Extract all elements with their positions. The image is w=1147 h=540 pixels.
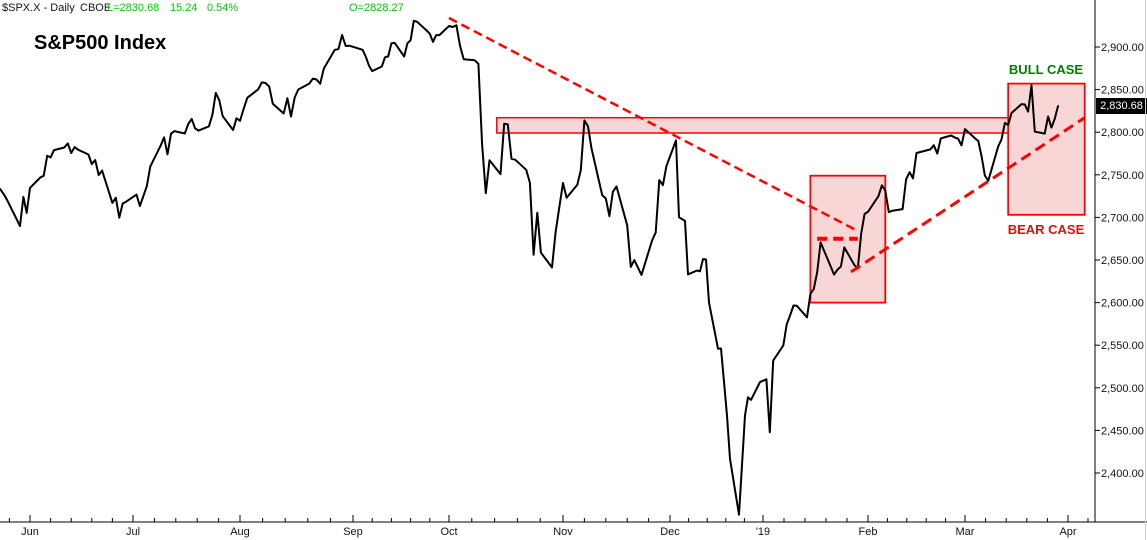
month-label: Jul <box>126 526 140 538</box>
month-label: Aug <box>230 526 250 538</box>
window-right-border <box>1145 0 1146 540</box>
month-label: Dec <box>660 526 680 538</box>
change-label: 15.24 <box>170 2 198 14</box>
bull-case-label: BULL CASE <box>1008 62 1084 77</box>
month-label: Oct <box>440 526 457 538</box>
up-trendline <box>850 116 1086 274</box>
bear-case-label: BEAR CASE <box>1007 222 1085 237</box>
month-label: Jun <box>21 526 39 538</box>
price-label: 2,400.00 <box>1101 468 1144 480</box>
price-label: 2,600.00 <box>1101 298 1144 310</box>
price-label: 2,700.00 <box>1101 212 1144 224</box>
price-label: 2,500.00 <box>1101 383 1144 395</box>
bull-bear-scenario-box <box>1007 82 1086 216</box>
month-label: Nov <box>553 526 573 538</box>
month-label: Feb <box>859 526 878 538</box>
price-label: 2,800.00 <box>1101 127 1144 139</box>
last-price-label: L=2830.68 <box>107 2 160 14</box>
last-price-badge: 2,830.68 <box>1096 98 1147 114</box>
price-label: 2,550.00 <box>1101 340 1144 352</box>
month-label: Mar <box>956 526 975 538</box>
price-label: 2,850.00 <box>1101 85 1144 97</box>
open-price-label: O=2828.27 <box>349 2 404 14</box>
exchange-label: CBOE <box>80 2 112 14</box>
price-label: 2,650.00 <box>1101 255 1144 267</box>
price-series-line <box>0 19 1059 516</box>
price-label: 2,750.00 <box>1101 170 1144 182</box>
symbol-info: $SPX.X - Daily <box>2 2 75 14</box>
down-trendline <box>448 16 859 233</box>
month-label: Apr <box>1059 526 1076 538</box>
price-label: 2,450.00 <box>1101 425 1144 437</box>
month-label: Sep <box>343 526 363 538</box>
price-label: 2,900.00 <box>1101 42 1144 54</box>
change-percent-label: 0.54% <box>207 2 239 14</box>
month-label: '19 <box>756 526 770 538</box>
chart-title: S&P500 Index <box>34 32 167 54</box>
